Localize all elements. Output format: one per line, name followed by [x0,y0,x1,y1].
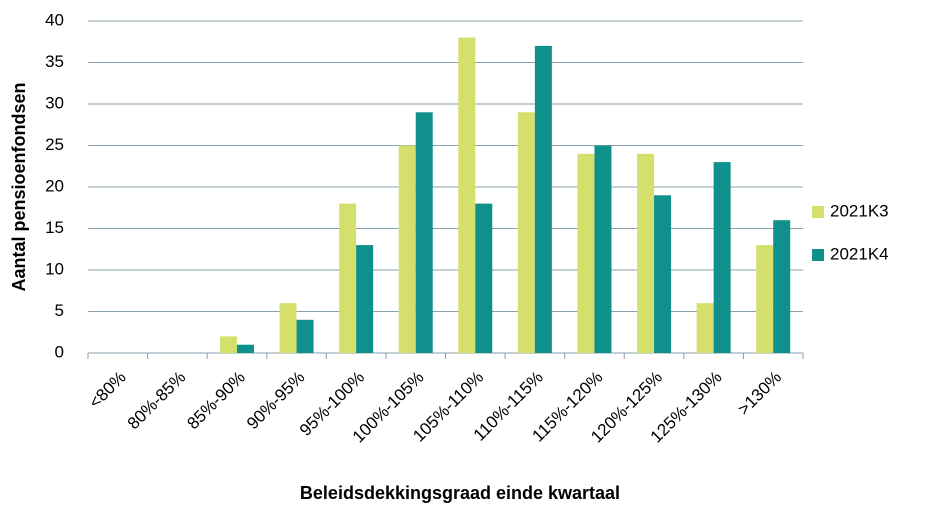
bar [219,336,237,353]
legend-label: 2021K4 [830,244,889,263]
bar [756,245,774,353]
x-tick-label: >130% [734,368,785,419]
legend-swatch [812,206,824,218]
bar [236,344,254,353]
y-tick-label: 20 [45,176,64,195]
x-tick-label: <80% [85,368,130,413]
y-tick-label: 15 [45,218,64,237]
y-tick-label: 5 [55,301,64,320]
x-tick-label: 85%-90% [183,368,249,434]
bar [475,203,493,353]
y-tick-label: 25 [45,135,64,154]
bar [773,220,791,353]
bar [713,162,731,353]
x-axis-title: Beleidsdekkingsgraad einde kwartaal [300,483,620,503]
y-axis-title: Aantal pensioenfondsen [9,82,29,291]
bar [458,37,476,353]
bar [415,112,433,353]
y-tick-label: 35 [45,52,64,71]
legend-swatch [812,249,824,261]
bar [534,45,552,354]
x-tick-label: 80%-85% [124,368,190,434]
y-tick-label: 40 [45,10,64,29]
bar [696,303,714,353]
bar [577,153,595,353]
bar [279,303,297,353]
bar [654,195,672,353]
bar [356,245,374,353]
bar [296,319,314,353]
y-tick-label: 30 [45,93,64,112]
bar [637,153,655,353]
y-tick-label: 10 [45,259,64,278]
bar [339,203,357,353]
bar [517,112,535,353]
legend-label: 2021K3 [830,201,889,220]
y-tick-label: 0 [55,342,64,361]
bar [594,145,612,353]
bar [398,145,416,353]
